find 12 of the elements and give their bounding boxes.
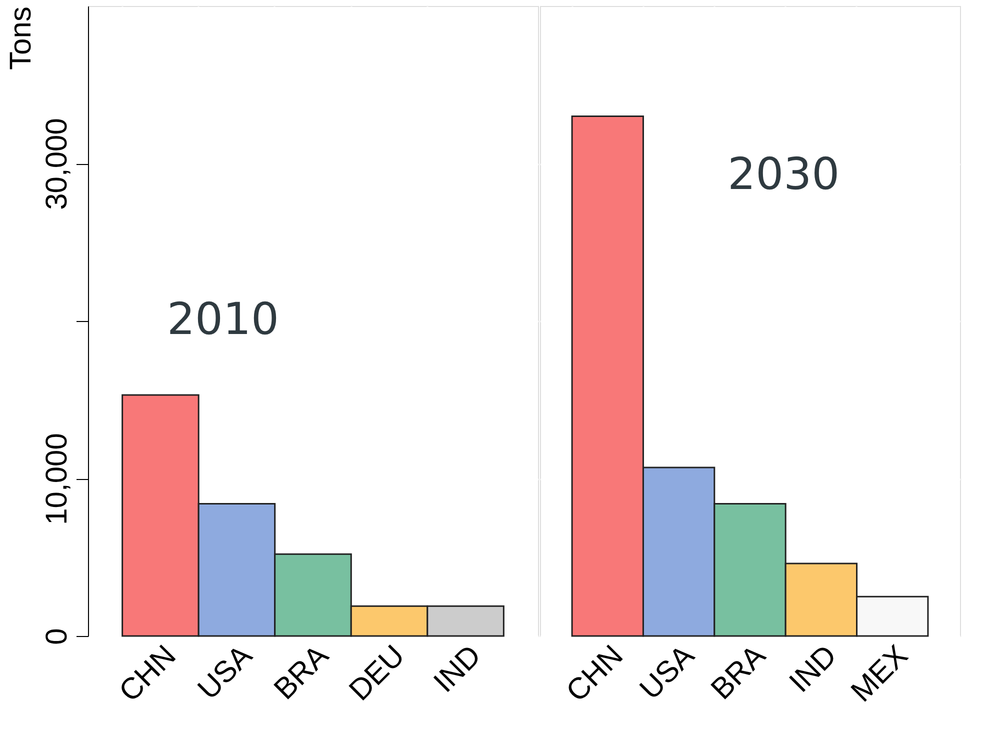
x-tick-label: USA: [192, 639, 259, 706]
x-tick-label: BRA: [704, 639, 772, 706]
x-tick-label: IND: [428, 639, 488, 699]
y-axis-title: Tons: [4, 6, 38, 70]
x-tick-label: IND: [783, 639, 844, 699]
y-tick-label: 0: [40, 628, 74, 645]
x-tick-label: USA: [634, 639, 701, 706]
y-tick-label: 30,000: [40, 118, 74, 210]
annotation: 2030: [728, 149, 840, 200]
x-tick-label: BRA: [268, 639, 335, 706]
annotation: 2010: [167, 294, 279, 345]
y-tick-label: 10,000: [40, 433, 74, 525]
